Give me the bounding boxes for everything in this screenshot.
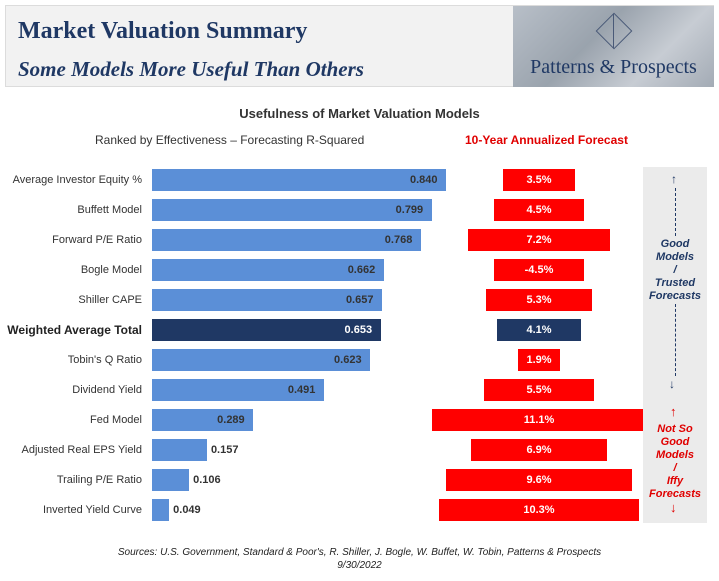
r-squared-bar: [152, 469, 190, 491]
forecast-label: 4.5%: [526, 204, 552, 216]
good-models-label: Good Models / Trusted Forecasts: [643, 238, 707, 303]
forecast-bar: [431, 409, 647, 431]
bad-label-line: Models: [656, 449, 694, 461]
category-label: Inverted Yield Curve: [42, 504, 142, 516]
left-chart-subtitle: Ranked by Effectiveness – Forecasting R-…: [95, 133, 365, 147]
logo-line-icon: [613, 14, 614, 48]
r-squared-bar: [152, 199, 432, 221]
category-label: Adjusted Real EPS Yield: [21, 444, 142, 456]
bad-label-line: Iffy: [666, 475, 684, 487]
forecast-bar: [486, 289, 592, 311]
source-line: Sources: U.S. Government, Standard & Poo…: [117, 547, 602, 558]
logo-text: Patterns & Prospects: [530, 56, 697, 78]
forecast-bar: [484, 379, 594, 401]
source-note: Sources: U.S. Government, Standard & Poo…: [0, 546, 719, 572]
r-squared-bar: [152, 259, 384, 281]
r-squared-label: 0.623: [334, 354, 362, 366]
r-squared-label: 0.049: [173, 504, 201, 516]
forecast-bar: [497, 319, 581, 341]
forecast-bar: [493, 259, 585, 281]
good-label-line: Trusted: [654, 277, 696, 289]
forecast-label: 3.5%: [526, 174, 552, 186]
forecast-label: 9.6%: [526, 474, 552, 486]
dashed-line-top: [675, 188, 676, 236]
category-label: Forward P/E Ratio: [52, 234, 142, 246]
category-label: Buffett Model: [77, 204, 142, 216]
bad-label-line: Not So: [657, 423, 693, 435]
forecast-bar: [471, 439, 607, 461]
source-date: 9/30/2022: [337, 560, 382, 571]
category-label: Bogle Model: [80, 264, 142, 276]
forecast-label: 5.5%: [526, 384, 552, 396]
arrow-down-icon: ↓: [669, 377, 675, 391]
r-squared-label: 0.799: [395, 204, 424, 216]
r-squared-label: 0.653: [344, 324, 373, 336]
report-title: Market Valuation Summary: [18, 18, 308, 44]
r-squared-label: 0.157: [210, 444, 239, 456]
right-chart-subtitle: 10-Year Annualized Forecast: [465, 133, 628, 147]
chart-title: Usefulness of Market Valuation Models: [239, 106, 480, 121]
category-label: Average Investor Equity %: [12, 174, 142, 186]
good-label-line: Models: [656, 251, 694, 263]
r-squared-bar: [152, 289, 382, 311]
dashed-line-bottom: [675, 304, 676, 376]
r-squared-bar: [152, 379, 324, 401]
r-squared-bar: [152, 229, 421, 251]
forecast-bar: [468, 229, 610, 251]
category-label: Shiller CAPE: [78, 294, 142, 306]
forecast-label: -4.5%: [524, 264, 554, 276]
bad-label-line: /: [673, 462, 677, 474]
logo: Patterns & Prospects: [513, 6, 714, 87]
r-squared-label: 0.768: [384, 234, 413, 246]
good-label-line: Good: [660, 238, 690, 250]
forecast-label: 10.3%: [523, 504, 555, 516]
good-label-line: /: [673, 264, 677, 276]
r-squared-label: 0.106: [193, 474, 221, 486]
r-squared-label: 0.840: [410, 174, 438, 186]
category-label: Dividend Yield: [72, 384, 142, 396]
bad-models-label: Not So Good Models / Iffy Forecasts: [643, 423, 707, 501]
forecast-bar: [503, 169, 575, 191]
category-label: Trailing P/E Ratio: [56, 474, 142, 486]
forecast-bar: [439, 499, 639, 521]
forecast-label: 1.9%: [526, 354, 552, 366]
r-squared-bar: [152, 349, 371, 371]
bad-label-line: Good: [660, 436, 690, 448]
r-squared-label: 0.657: [345, 294, 374, 306]
r-squared-label: 0.289: [217, 414, 245, 426]
category-label: Tobin's Q Ratio: [67, 354, 142, 366]
bad-label-line: Forecasts: [649, 488, 701, 500]
forecast-bar: [493, 199, 585, 221]
red-arrow-down-icon: ↓: [670, 500, 677, 515]
r-squared-bar: [152, 499, 170, 521]
r-squared-bar: [152, 409, 254, 431]
report-subtitle: Some Models More Useful Than Others: [18, 57, 364, 81]
r-squared-label: 0.491: [287, 384, 316, 396]
forecast-label: 4.1%: [526, 324, 552, 336]
forecast-bar: [445, 469, 633, 491]
r-squared-bar: [152, 439, 207, 461]
r-squared-bar: [152, 319, 381, 341]
logo-diamond-icon: [595, 12, 633, 50]
arrow-up-icon: ↑: [671, 172, 677, 186]
red-arrow-up-icon: ↑: [670, 404, 677, 419]
category-label: Fed Model: [90, 414, 142, 426]
r-squared-label: 0.662: [347, 264, 376, 276]
good-label-line: Forecasts: [649, 290, 701, 302]
forecast-label: 11.1%: [523, 414, 555, 426]
r-squared-bar: [152, 169, 446, 191]
forecast-bar: [518, 349, 560, 371]
category-label: Weighted Average Total: [7, 323, 142, 337]
forecast-label: 5.3%: [526, 294, 552, 306]
header-banner: Market Valuation Summary Some Models Mor…: [5, 5, 714, 87]
forecast-label: 7.2%: [526, 234, 552, 246]
forecast-label: 6.9%: [526, 444, 552, 456]
